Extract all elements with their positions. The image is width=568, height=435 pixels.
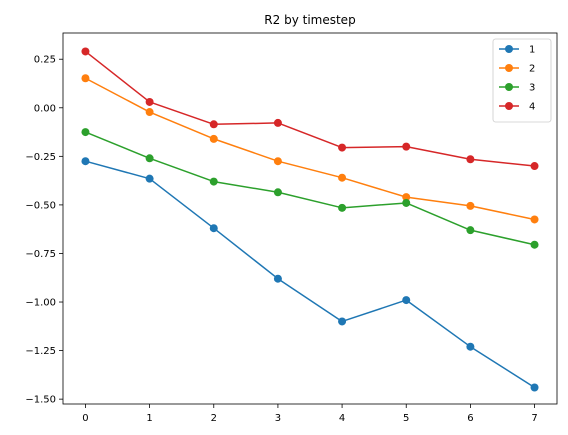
data-point-series-4 — [402, 143, 410, 151]
legend-marker-3 — [505, 83, 513, 91]
plot-area: 0.25 0.00 −0.25 −0.50 −0.75 −1.00 −1.25 −1.50 0 1… — [25, 33, 557, 424]
data-point-series-2 — [210, 135, 218, 143]
y-tick-label: −0.50 — [25, 200, 56, 211]
legend-label: 2 — [529, 64, 535, 75]
data-point-series-3 — [210, 178, 218, 186]
legend-label: 1 — [529, 45, 535, 56]
data-point-series-3 — [146, 154, 154, 162]
data-point-series-3 — [402, 199, 410, 207]
legend-label: 3 — [529, 83, 535, 94]
data-point-series-1 — [466, 343, 474, 351]
legend-label: 4 — [529, 102, 535, 113]
data-point-series-1 — [274, 275, 282, 283]
x-tick-label: 7 — [531, 413, 537, 424]
data-point-series-4 — [210, 120, 218, 128]
x-tick-label: 1 — [146, 413, 152, 424]
data-point-series-1 — [338, 317, 346, 325]
chart-title: R2 by timestep — [264, 13, 355, 27]
data-point-series-2 — [466, 202, 474, 210]
data-point-series-4 — [146, 98, 154, 106]
y-tick-label: −1.00 — [25, 298, 56, 309]
data-point-series-4 — [466, 155, 474, 163]
legend-marker-2 — [505, 64, 513, 72]
data-point-series-3 — [531, 241, 539, 249]
legend: 1 2 3 4 — [493, 39, 551, 122]
data-point-series-4 — [81, 47, 89, 55]
data-point-series-1 — [210, 224, 218, 232]
x-tick-label: 0 — [82, 413, 88, 424]
series-line-1 — [85, 161, 534, 387]
y-tick-label: −0.25 — [25, 152, 56, 163]
y-tick-label: −1.50 — [25, 395, 56, 406]
legend-marker-4 — [505, 102, 513, 110]
data-point-series-4 — [531, 162, 539, 170]
y-tick-label: 0.25 — [34, 55, 56, 66]
axes-frame — [63, 33, 557, 404]
data-point-series-2 — [338, 174, 346, 182]
legend-box — [493, 39, 551, 122]
x-tick-label: 2 — [211, 413, 217, 424]
data-point-series-3 — [466, 226, 474, 234]
data-point-series-2 — [146, 108, 154, 116]
x-tick-label: 4 — [339, 413, 345, 424]
data-point-series-3 — [81, 128, 89, 136]
data-point-series-1 — [402, 296, 410, 304]
data-point-series-3 — [338, 204, 346, 212]
data-point-series-1 — [531, 383, 539, 391]
data-point-series-4 — [338, 144, 346, 152]
data-point-series-2 — [274, 157, 282, 165]
x-tick-label: 5 — [403, 413, 409, 424]
y-tick-label: 0.00 — [34, 103, 56, 114]
data-point-series-1 — [81, 157, 89, 165]
legend-marker-1 — [505, 45, 513, 53]
series-line-2 — [85, 78, 534, 219]
data-point-series-4 — [274, 119, 282, 127]
series-line-4 — [85, 51, 534, 166]
data-point-series-1 — [146, 175, 154, 183]
data-point-series-2 — [81, 74, 89, 82]
data-point-series-2 — [531, 215, 539, 223]
x-tick-label: 6 — [467, 413, 473, 424]
y-tick-label: −0.75 — [25, 249, 56, 260]
data-point-series-3 — [274, 188, 282, 196]
x-tick-label: 3 — [275, 413, 281, 424]
y-tick-label: −1.25 — [25, 346, 56, 357]
